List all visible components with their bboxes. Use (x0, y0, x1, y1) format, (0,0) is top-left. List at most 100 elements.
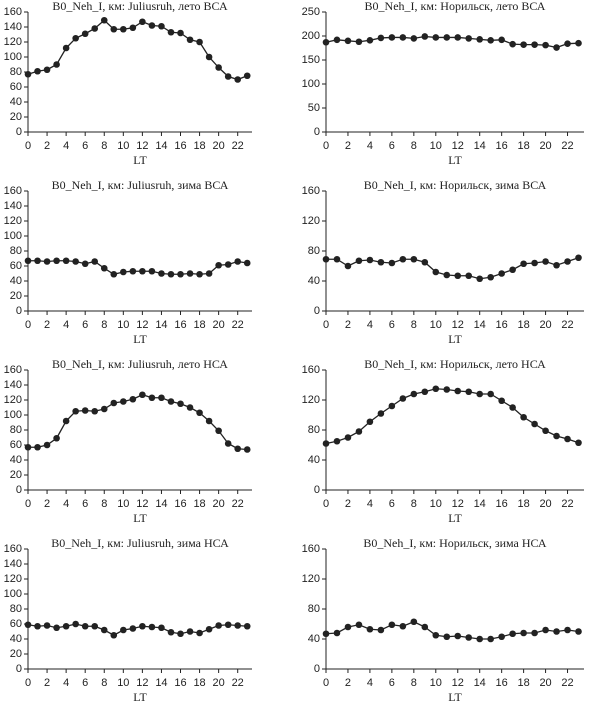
data-point (454, 272, 462, 280)
tick-label: 4 (63, 498, 69, 510)
data-point (366, 418, 374, 426)
data-point (322, 38, 330, 46)
data-point (196, 409, 203, 417)
data-point (234, 76, 242, 83)
tick-label: 10 (117, 498, 129, 510)
data-point (148, 267, 156, 275)
tick-label: 22 (561, 319, 573, 331)
tick-label: 40 (10, 633, 22, 645)
tick-label: 12 (452, 319, 464, 331)
data-line (28, 394, 248, 451)
tick-label: 0 (314, 305, 320, 317)
x-axis-label: LT (448, 511, 462, 525)
data-point (186, 404, 194, 411)
data-point (110, 270, 118, 278)
data-point (53, 624, 60, 632)
tick-label: 14 (155, 677, 167, 689)
tick-label: 8 (101, 140, 107, 152)
tick-label: 60 (10, 439, 22, 451)
data-point (62, 257, 70, 265)
data-point (432, 631, 440, 639)
data-point (91, 407, 99, 415)
tick-label: 40 (10, 96, 22, 108)
tick-label: 80 (308, 245, 320, 257)
data-line (325, 388, 579, 445)
tick-label: 80 (10, 66, 22, 78)
tick-label: 20 (539, 677, 551, 689)
data-point (322, 440, 330, 447)
data-point (234, 445, 242, 453)
data-point (421, 388, 429, 396)
x-axis-label: LT (448, 690, 462, 704)
tick-label: 20 (213, 319, 225, 331)
tick-label: 150 (302, 54, 320, 66)
tick-label: 2 (44, 140, 50, 152)
data-point (186, 628, 194, 635)
tick-label: 8 (411, 319, 417, 331)
data-point (177, 29, 184, 37)
data-point (487, 273, 494, 281)
data-point (553, 44, 560, 51)
data-point (333, 255, 341, 263)
tick-label: 18 (517, 319, 529, 331)
data-point (81, 260, 89, 268)
data-point (215, 261, 222, 269)
tick-label: 80 (308, 424, 320, 436)
data-point (100, 405, 108, 413)
data-line (27, 19, 248, 81)
data-point (129, 395, 137, 403)
data-point (167, 628, 175, 636)
tick-label: 20 (213, 498, 225, 510)
data-point (410, 255, 418, 263)
tick-label: 80 (10, 603, 22, 615)
data-point (410, 618, 418, 626)
tick-label: 10 (430, 498, 442, 510)
tick-label: 6 (82, 677, 88, 689)
data-point (158, 22, 165, 30)
tick-label: 0 (323, 319, 329, 331)
tick-label: 120 (4, 215, 22, 227)
tick-label: 60 (10, 618, 22, 630)
tick-label: 4 (63, 319, 69, 331)
data-point (139, 391, 146, 399)
x-axis-label: LT (448, 153, 462, 167)
data-point (465, 272, 473, 280)
tick-label: 8 (411, 498, 417, 510)
tick-label: 2 (345, 140, 351, 152)
data-point (81, 622, 89, 630)
data-point (167, 28, 175, 36)
tick-label: 40 (308, 454, 320, 466)
tick-label: 16 (174, 140, 186, 152)
data-point (322, 255, 330, 263)
tick-label: 22 (232, 498, 244, 510)
data-point (520, 41, 527, 48)
x-axis-label: LT (133, 153, 147, 167)
tick-label: 2 (345, 498, 351, 510)
tick-label: 2 (44, 677, 50, 689)
tick-label: 100 (4, 409, 22, 421)
tick-label: 40 (308, 633, 320, 645)
data-point (465, 35, 473, 42)
data-point (443, 271, 451, 279)
tick-label: 4 (367, 498, 373, 510)
tick-label: 20 (539, 498, 551, 510)
tick-label: 22 (561, 677, 573, 689)
tick-label: 0 (25, 677, 31, 689)
tick-label: 12 (136, 319, 148, 331)
tick-label: 14 (474, 498, 486, 510)
tick-label: 16 (174, 319, 186, 331)
tick-label: 12 (136, 140, 148, 152)
tick-label: 18 (517, 677, 529, 689)
data-point (498, 633, 505, 641)
data-line (27, 623, 248, 636)
data-point (100, 264, 108, 272)
tick-label: 160 (302, 185, 320, 197)
tick-label: 160 (302, 543, 320, 555)
tick-label: 18 (193, 319, 205, 331)
data-point (139, 18, 146, 26)
data-point (355, 38, 363, 46)
data-point (553, 628, 560, 635)
tick-label: 0 (314, 663, 320, 675)
data-point (91, 622, 99, 630)
data-point (91, 25, 99, 32)
